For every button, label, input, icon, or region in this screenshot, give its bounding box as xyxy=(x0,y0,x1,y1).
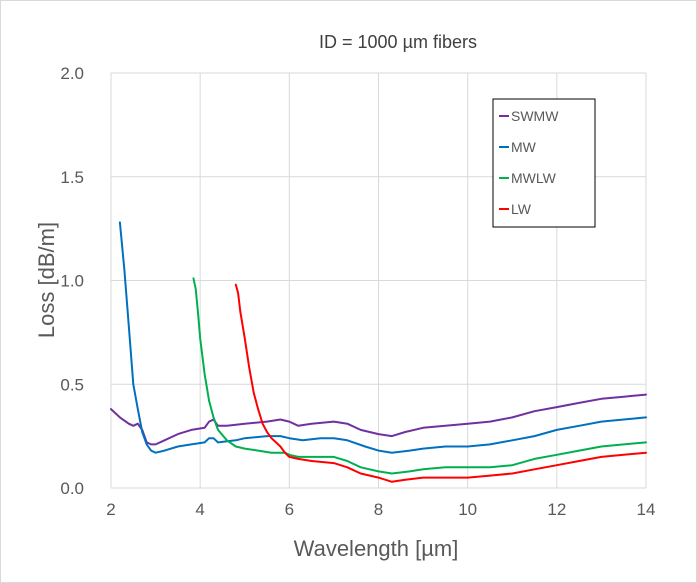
y-tick-label: 1.0 xyxy=(60,272,84,291)
series-line-lw xyxy=(234,283,647,483)
legend-label-swmw: SWMW xyxy=(511,108,559,124)
legend-label-lw: LW xyxy=(511,201,532,217)
x-tick-label: 8 xyxy=(374,500,383,519)
chart-title: ID = 1000 µm fibers xyxy=(319,32,477,52)
legend-label-mwlw: MWLW xyxy=(511,170,557,186)
legend: SWMW MW MWLW LW xyxy=(492,98,596,228)
x-tick-label: 6 xyxy=(285,500,294,519)
x-tick-label: 2 xyxy=(106,500,115,519)
series-line-mw xyxy=(118,221,647,454)
series-line-mwlw xyxy=(192,277,647,475)
y-tick-label: 1.5 xyxy=(60,168,84,187)
series-line-swmw xyxy=(110,393,647,446)
legend-label-mw: MW xyxy=(511,139,537,155)
tick-labels: 2 4 6 8 10 12 14 0.0 0.5 1.0 1.5 2.0 xyxy=(60,64,655,519)
x-axis-title: Wavelength [µm] xyxy=(294,536,459,561)
x-tick-label: 12 xyxy=(547,500,566,519)
y-tick-label: 0.5 xyxy=(60,375,84,394)
series-lines xyxy=(110,221,647,483)
x-tick-label: 14 xyxy=(637,500,656,519)
legend-box xyxy=(492,98,596,228)
x-tick-label: 10 xyxy=(458,500,477,519)
y-axis-title: Loss [dB/m] xyxy=(34,222,59,338)
x-tick-label: 4 xyxy=(195,500,204,519)
y-tick-label: 2.0 xyxy=(60,64,84,83)
y-tick-label: 0.0 xyxy=(60,479,84,498)
